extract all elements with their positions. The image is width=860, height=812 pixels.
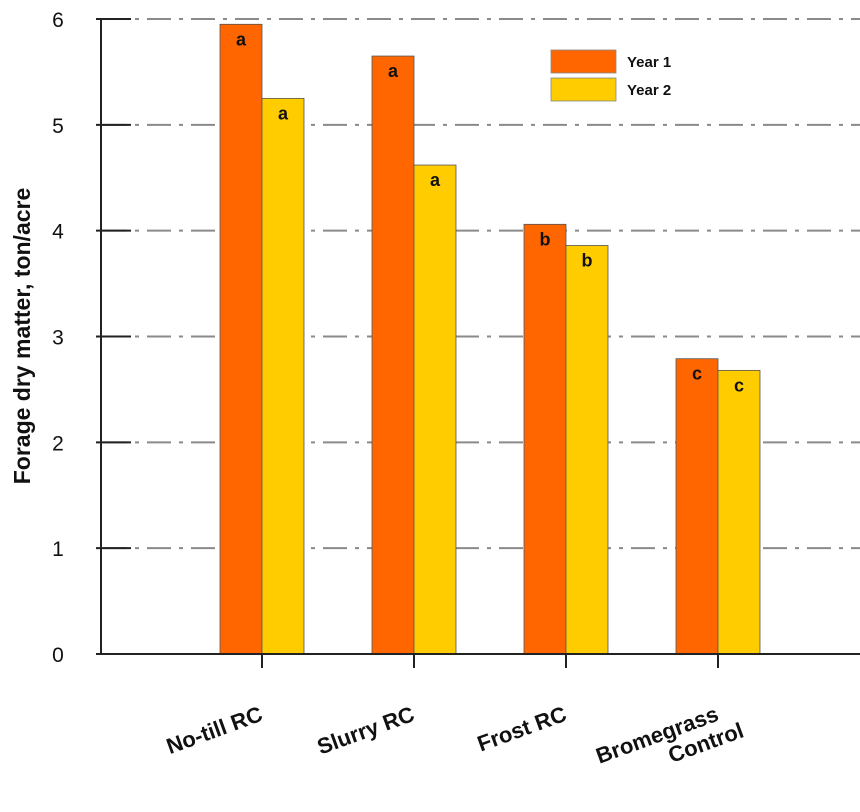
legend-swatch: [550, 49, 617, 74]
y-tick-label: 5: [52, 115, 64, 138]
bar-year2: [413, 164, 457, 655]
x-ticks: No-till RC Slurry RC Frost RC BromegrassCon…: [163, 654, 747, 791]
x-tick-label: BromegrassControl: [593, 695, 747, 791]
bar-year2: [261, 97, 305, 655]
bar-year2: [565, 245, 609, 655]
bar-year1: [219, 23, 263, 655]
x-tick-label-line: Slurry RC: [314, 701, 418, 759]
significance-letter: b: [540, 229, 551, 249]
significance-letter: c: [692, 364, 702, 384]
x-tick-label: Frost RC: [474, 701, 570, 756]
y-axis-label: Forage dry matter, ton/acre: [9, 188, 35, 485]
bars: a a a a b b c c: [219, 23, 761, 655]
y-tick-label: 2: [52, 432, 64, 455]
y-ticks: 0 1 2 3 4 5 6: [52, 9, 131, 667]
significance-letter: a: [430, 170, 441, 190]
legend: Year 1 Year 2: [550, 49, 671, 102]
y-tick-label: 4: [52, 221, 64, 244]
significance-letter: a: [278, 103, 289, 123]
significance-letter: a: [388, 61, 399, 81]
x-tick-label-line: Frost RC: [474, 701, 570, 756]
legend-label: Year 2: [627, 82, 671, 99]
bar-year1: [371, 55, 415, 655]
y-tick-label: 1: [52, 538, 64, 561]
x-tick-label-line: No-till RC: [163, 701, 266, 759]
significance-letter: a: [236, 29, 247, 49]
y-tick-label: 0: [52, 644, 64, 667]
significance-letter: b: [582, 250, 593, 270]
bar-year2: [717, 369, 761, 655]
x-tick-label: No-till RC: [163, 701, 266, 759]
bar-year1: [675, 358, 719, 655]
x-tick-label: Slurry RC: [314, 701, 418, 759]
y-tick-label: 6: [52, 9, 64, 32]
legend-swatch: [550, 77, 617, 102]
significance-letter: c: [734, 375, 744, 395]
bar-year1: [523, 223, 567, 655]
y-tick-label: 3: [52, 327, 64, 350]
legend-label: Year 1: [627, 54, 671, 71]
